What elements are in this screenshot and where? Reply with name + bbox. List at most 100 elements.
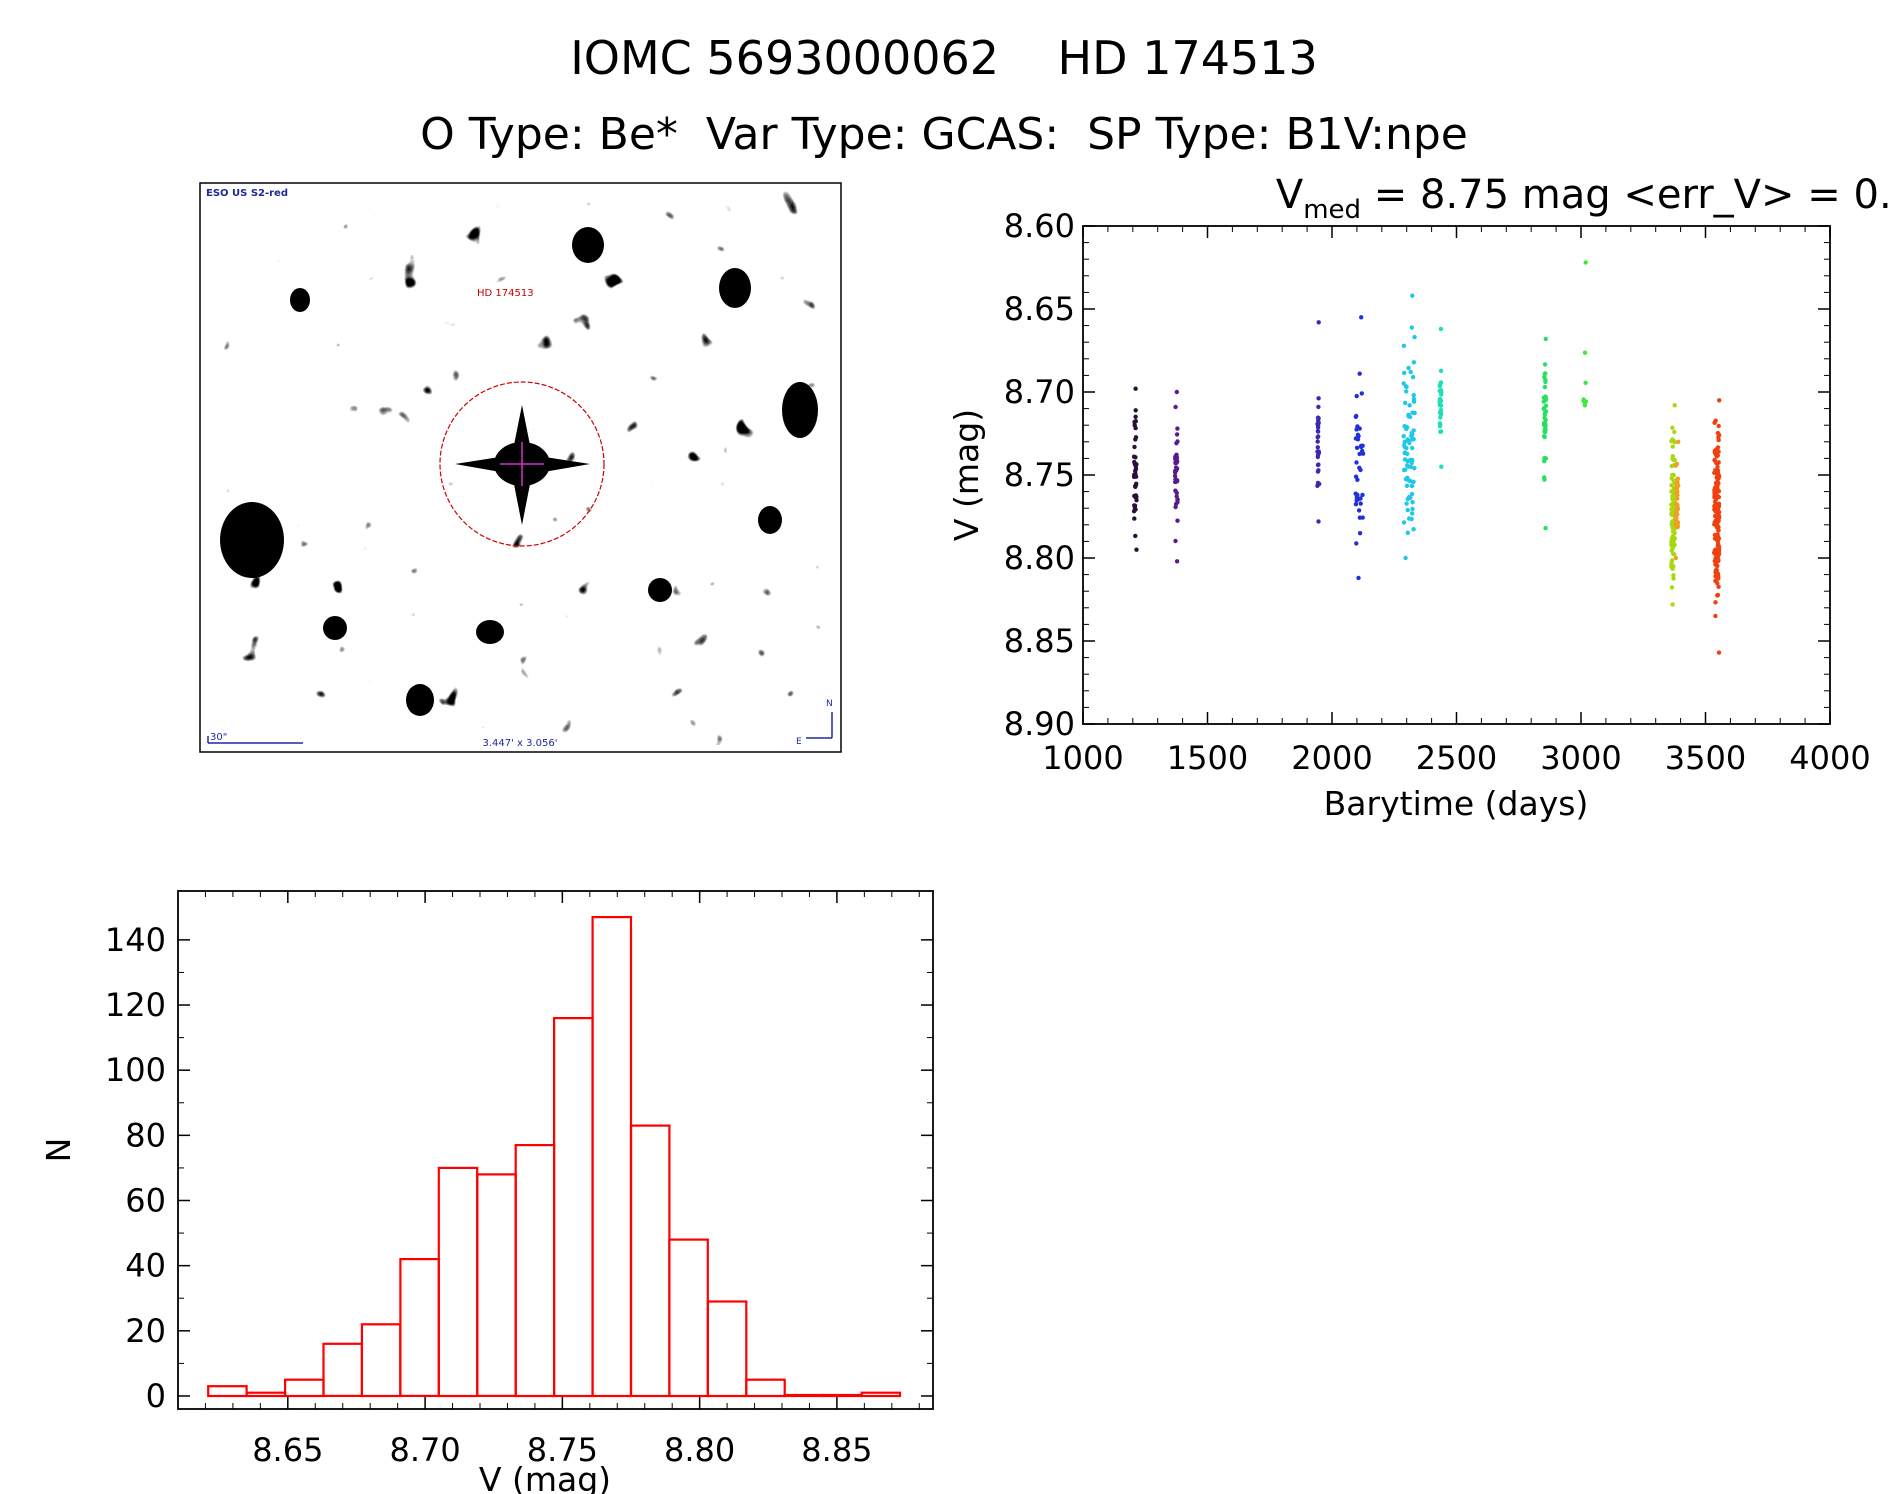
hist-bar xyxy=(245,1391,287,1398)
hist-ytick-label: 0 xyxy=(146,1377,166,1415)
lc-point xyxy=(1669,510,1675,515)
lc-point xyxy=(1716,536,1721,541)
lc-point xyxy=(1675,476,1681,482)
lc-point xyxy=(1714,567,1720,573)
lc-point xyxy=(1132,472,1137,477)
lc-point xyxy=(1315,439,1320,444)
lc-point xyxy=(1670,444,1675,449)
lc-point xyxy=(1714,525,1720,530)
lc-point xyxy=(1715,464,1720,470)
lc-point xyxy=(1133,425,1138,431)
hist-bar xyxy=(207,1385,248,1398)
lc-ytick-label: 8.80 xyxy=(1004,539,1075,577)
hist-ytick-label: 20 xyxy=(125,1312,166,1350)
lc-point xyxy=(1133,435,1139,440)
lc-point xyxy=(1353,491,1358,496)
lc-point xyxy=(1439,464,1444,469)
lc-point xyxy=(1716,552,1721,557)
lc-point xyxy=(1714,563,1720,569)
lc-point xyxy=(1174,559,1180,564)
lc-point xyxy=(1315,445,1321,450)
lc-xtick-label: 3000 xyxy=(1540,739,1621,777)
lc-point xyxy=(1133,386,1138,391)
lc-point xyxy=(1438,326,1444,332)
lc-point xyxy=(1360,492,1365,498)
lc-point xyxy=(1132,444,1137,450)
lc-point xyxy=(1315,449,1320,454)
lc-point xyxy=(1354,460,1359,465)
lc-point xyxy=(1671,551,1676,556)
histogram-ylabel: N xyxy=(39,1138,78,1163)
lc-point xyxy=(1713,418,1718,423)
lc-point xyxy=(1542,415,1547,420)
lc-point xyxy=(1410,293,1415,298)
lc-point xyxy=(1359,315,1364,320)
lc-point xyxy=(1353,502,1359,507)
lc-point xyxy=(1412,334,1417,340)
lc-ytick-label: 8.70 xyxy=(1004,373,1075,411)
lc-point xyxy=(1174,441,1179,446)
lc-point xyxy=(1411,527,1416,532)
hist-bar xyxy=(591,915,633,1398)
lc-point xyxy=(1404,501,1409,506)
lc-ytick-label: 8.85 xyxy=(1004,622,1075,660)
lc-xtick-label: 1000 xyxy=(1042,739,1123,777)
hist-bar xyxy=(552,1016,594,1398)
lightcurve-plot: Vmed = 8.75 mag <err_V> = 0.02 mag 10001… xyxy=(947,172,1889,823)
lc-point xyxy=(1356,496,1361,502)
hist-bar xyxy=(706,1300,748,1398)
lc-point xyxy=(1670,472,1675,478)
lc-point xyxy=(1133,455,1138,460)
lc-point xyxy=(1672,429,1677,435)
lc-point xyxy=(1405,463,1410,468)
lc-point xyxy=(1132,419,1137,425)
lc-point xyxy=(1315,480,1321,486)
target-circle xyxy=(439,381,605,547)
lc-point xyxy=(1356,575,1361,581)
lc-point xyxy=(1438,388,1444,393)
lightcurve-title-subscript: med xyxy=(1303,195,1361,225)
lc-point xyxy=(1438,422,1443,428)
lc-point xyxy=(1543,336,1549,342)
lc-point xyxy=(1173,404,1178,410)
hist-ytick-label: 140 xyxy=(105,921,166,959)
lc-point xyxy=(1675,492,1680,498)
lc-point xyxy=(1174,452,1179,458)
lc-point xyxy=(1669,585,1675,590)
lc-xtick-label: 4000 xyxy=(1789,739,1870,777)
lc-point xyxy=(1716,650,1722,655)
lc-point xyxy=(1670,602,1675,607)
lc-point xyxy=(1714,447,1719,452)
lc-point xyxy=(1673,555,1679,561)
lc-point xyxy=(1406,365,1411,371)
lc-point xyxy=(1316,320,1321,325)
compass-east-label: E xyxy=(796,737,802,747)
lc-point xyxy=(1670,536,1675,541)
lc-point xyxy=(1132,459,1137,465)
lc-point xyxy=(1716,584,1721,589)
lc-point xyxy=(1315,428,1321,434)
lc-point xyxy=(1133,494,1138,500)
lc-point xyxy=(1583,380,1588,385)
lc-point xyxy=(1676,439,1681,444)
lc-point xyxy=(1134,547,1139,552)
lc-point xyxy=(1410,410,1415,415)
hist-ytick-label: 100 xyxy=(105,1051,166,1089)
histogram-plot: 8.65 8.70 8.75 8.80 8.85 0 20 40 60 80 100 120 140 V… xyxy=(39,890,934,1494)
lc-point xyxy=(1541,395,1547,400)
lc-point xyxy=(1712,520,1717,525)
lc-point xyxy=(1671,576,1676,581)
lc-point xyxy=(1403,384,1409,389)
lc-point xyxy=(1174,479,1180,484)
lightcurve-title-prefix: V xyxy=(1276,172,1304,218)
title-line-1: IOMC 5693000062 HD 174513 xyxy=(570,31,1318,85)
lc-point xyxy=(1714,549,1719,554)
lc-point xyxy=(1712,558,1718,564)
hist-bar xyxy=(476,1173,517,1398)
lc-point xyxy=(1360,448,1365,454)
lc-point xyxy=(1669,489,1674,494)
lc-ytick-label: 8.90 xyxy=(1004,705,1075,743)
lc-point xyxy=(1404,389,1409,394)
lc-point xyxy=(1676,483,1681,488)
lc-point xyxy=(1174,494,1179,499)
